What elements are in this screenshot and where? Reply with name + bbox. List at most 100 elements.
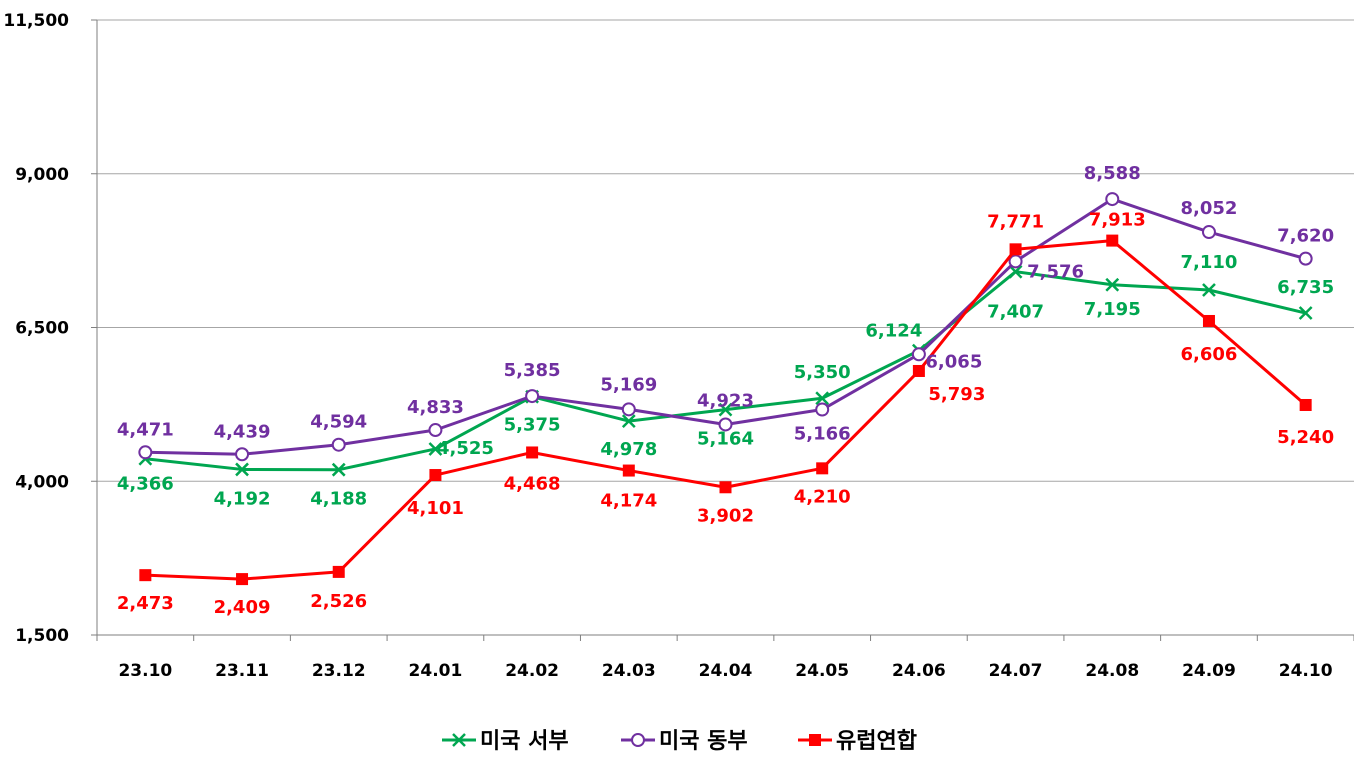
marker-stroke: [1298, 306, 1313, 320]
x-tick-label: 24.02: [505, 661, 559, 681]
data-point: [428, 442, 443, 456]
data-point: [139, 569, 152, 582]
data-point: [1202, 314, 1215, 327]
data-label: 2,526: [310, 591, 367, 612]
x-tick-label: 23.12: [312, 661, 366, 681]
marker-stroke: [428, 442, 443, 456]
data-label: 7,913: [1089, 210, 1146, 231]
legend-label: 미국 동부: [659, 729, 748, 754]
data-point: [1009, 243, 1022, 256]
marker-stroke: [815, 391, 830, 406]
data-label: 5,793: [928, 384, 985, 405]
data-label: 3,902: [697, 505, 754, 526]
data-point: [719, 481, 732, 494]
data-label: 4,174: [600, 491, 657, 512]
series-group: [138, 192, 1313, 586]
grid-lines: [97, 19, 1354, 482]
legend-item[interactable]: 미국 서부: [442, 729, 569, 754]
x-tick-label: 24.09: [1182, 661, 1236, 681]
marker-stroke: [718, 402, 733, 417]
x-tick-label: 24.03: [602, 661, 656, 681]
data-point: [1298, 251, 1313, 266]
x-tick-label: 24.10: [1279, 661, 1333, 681]
x-tick-label: 24.01: [409, 661, 463, 681]
marker-stroke: [1008, 264, 1023, 279]
legend-item[interactable]: 미국 동부: [621, 729, 748, 754]
data-point: [621, 402, 636, 417]
data-label: 6,606: [1180, 344, 1237, 365]
x-tick-label: 24.07: [989, 661, 1043, 681]
y-axis-ticks: 1,500 4,000 6,500 9,000 11,500: [3, 11, 97, 646]
data-point: [428, 423, 443, 438]
x-tick-label: 23.11: [215, 661, 269, 681]
data-label: 8,052: [1180, 198, 1237, 219]
data-label: 4,594: [310, 412, 367, 433]
y-tick-label: 11,500: [3, 11, 69, 31]
data-label: 7,771: [987, 211, 1044, 232]
marker-stroke: [452, 733, 466, 747]
data-label: 5,240: [1277, 427, 1334, 448]
data-point: [1008, 254, 1023, 269]
data-label: 4,525: [437, 438, 494, 459]
legend-marker: [631, 733, 645, 747]
x-tick-label: 24.04: [699, 661, 753, 681]
data-label: 4,192: [214, 488, 271, 509]
data-point: [815, 391, 830, 406]
y-tick-label: 4,000: [15, 472, 69, 492]
data-point: [332, 565, 345, 578]
data-label: 7,620: [1277, 226, 1334, 247]
data-label: 5,166: [794, 424, 851, 445]
data-label: 5,169: [600, 374, 657, 395]
data-label: 7,110: [1180, 252, 1237, 273]
data-label: 4,468: [504, 473, 561, 494]
y-tick-label: 1,500: [15, 626, 69, 646]
data-point: [429, 469, 442, 482]
data-label: 4,471: [117, 419, 174, 440]
data-point: [621, 414, 636, 428]
x-tick-label: 24.06: [892, 661, 946, 681]
marker-stroke: [1105, 277, 1120, 292]
x-axis-ticks: 23.10 23.11 23.12 24.01 24.02 24.03 24.04 24.05…: [96, 635, 1354, 681]
data-point: [235, 462, 249, 477]
data-point: [331, 437, 346, 452]
data-point: [236, 573, 249, 586]
legend-item[interactable]: 유럽연합: [798, 728, 917, 754]
data-label: 5,164: [697, 429, 754, 450]
x-tick-label: 23.10: [118, 661, 172, 681]
data-label: 7,576: [1027, 261, 1084, 282]
data-label: 4,210: [794, 486, 851, 507]
data-point: [815, 402, 830, 417]
legend-marker: [452, 733, 466, 747]
data-label: 4,188: [310, 489, 367, 510]
data-point: [1299, 398, 1312, 411]
legend[interactable]: 미국 서부 미국 동부 유럽연합: [442, 728, 917, 754]
data-label: 4,978: [600, 439, 657, 460]
marker-stroke: [235, 462, 249, 477]
data-point: [1105, 192, 1120, 207]
data-labels: 4,366 4,192 4,188 4,525 5,375 4,978 5,164 5,350…: [117, 163, 1334, 618]
x-tick-label: 24.05: [795, 661, 849, 681]
marker-stroke: [621, 414, 636, 428]
data-point: [1106, 234, 1119, 247]
data-point: [622, 464, 635, 477]
data-point: [912, 364, 925, 377]
legend-marker: [809, 734, 821, 746]
data-label: 2,409: [214, 597, 271, 618]
data-label: 6,735: [1277, 277, 1334, 298]
data-label: 7,195: [1084, 299, 1141, 320]
legend-label: 유럽연합: [836, 728, 917, 754]
data-point: [525, 389, 540, 404]
data-point: [1202, 283, 1216, 297]
data-label: 4,439: [214, 421, 271, 442]
data-label: 4,923: [697, 390, 754, 411]
y-tick-label: 9,000: [15, 165, 69, 185]
marker-stroke: [1202, 283, 1216, 297]
data-label: 2,473: [117, 593, 174, 614]
y-tick-label: 6,500: [15, 319, 69, 339]
data-label: 4,366: [117, 474, 174, 495]
data-label: 8,588: [1084, 163, 1141, 184]
data-point: [816, 462, 829, 475]
data-point: [235, 447, 250, 462]
data-point: [718, 417, 733, 432]
